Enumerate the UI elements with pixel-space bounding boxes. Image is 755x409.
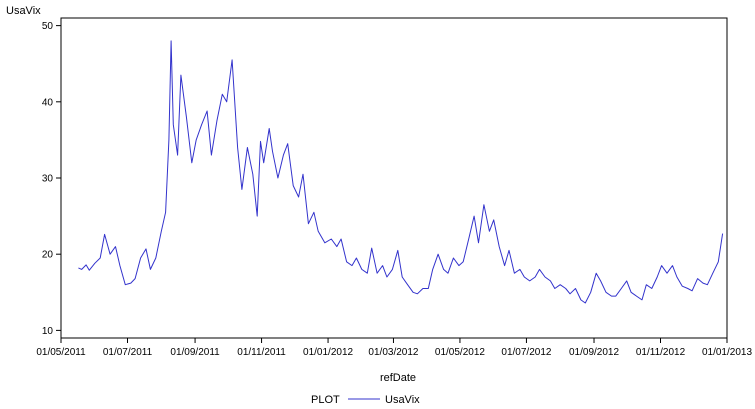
y-tick-label: 20 (42, 250, 54, 261)
legend-title: PLOT (311, 394, 340, 406)
y-tick-label: 50 (42, 21, 54, 32)
x-tick-label: 01/05/2012 (435, 347, 485, 358)
x-tick-label: 01/05/2011 (36, 347, 86, 358)
y-tick-label: 40 (42, 97, 54, 108)
x-axis: 01/05/2011 01/07/2011 01/09/2011 01/11/2011… (36, 338, 752, 358)
y-axis: 10 20 30 40 50 (42, 21, 61, 337)
x-tick-label: 01/11/2011 (237, 347, 286, 358)
x-tick-label: 01/03/2012 (368, 347, 418, 358)
series-line-usavix (78, 40, 724, 304)
y-tick-label: 30 (42, 174, 54, 185)
x-tick-label: 01/07/2012 (501, 347, 551, 358)
plot-frame-layer (60, 17, 728, 339)
x-tick-label: 01/11/2012 (636, 347, 686, 358)
y-tick-label: 10 (42, 326, 54, 337)
x-tick-label: 01/01/2012 (303, 347, 353, 358)
y-axis-label: UsaVix (6, 5, 41, 17)
plot-area-border (60, 17, 728, 339)
series-layer (78, 40, 724, 304)
x-axis-label: refDate (380, 372, 416, 384)
x-tick-label: 01/09/2012 (569, 347, 619, 358)
legend: PLOT UsaVix (311, 394, 420, 406)
x-tick-label: 01/01/2013 (702, 347, 752, 358)
x-tick-label: 01/09/2011 (170, 347, 220, 358)
x-tick-label: 01/07/2011 (103, 347, 153, 358)
legend-label-usavix: UsaVix (385, 394, 420, 406)
